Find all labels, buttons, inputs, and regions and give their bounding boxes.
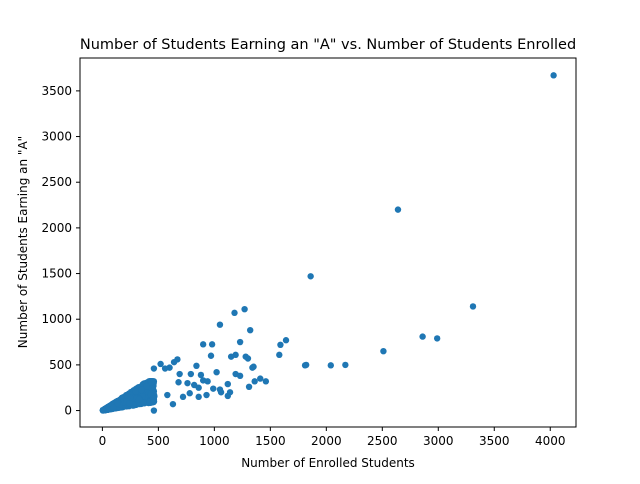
cluster-point bbox=[126, 400, 133, 407]
data-point bbox=[195, 393, 202, 401]
data-point bbox=[204, 378, 211, 385]
data-point bbox=[246, 326, 254, 334]
cluster-point bbox=[114, 399, 121, 407]
x-axis-label: Number of Enrolled Students bbox=[241, 456, 415, 470]
data-point bbox=[193, 362, 200, 369]
x-tick-label: 3000 bbox=[423, 434, 454, 448]
data-point bbox=[301, 362, 309, 369]
x-tick-label: 2500 bbox=[367, 434, 398, 448]
data-point bbox=[224, 380, 231, 388]
data-point bbox=[262, 378, 270, 385]
data-point bbox=[161, 365, 169, 372]
data-point bbox=[169, 400, 177, 408]
data-point bbox=[550, 72, 557, 79]
data-point bbox=[277, 341, 284, 348]
data-point bbox=[179, 393, 187, 401]
y-tick-label: 0 bbox=[64, 404, 72, 418]
data-point bbox=[244, 355, 252, 362]
cluster-point bbox=[135, 396, 143, 403]
data-point bbox=[380, 347, 387, 355]
data-point bbox=[394, 206, 402, 213]
data-point bbox=[217, 389, 225, 396]
data-point bbox=[419, 333, 426, 340]
cluster-point bbox=[140, 399, 147, 407]
x-tick-label: 2000 bbox=[311, 434, 342, 448]
y-tick-label: 2000 bbox=[41, 221, 72, 235]
y-tick-label: 500 bbox=[49, 358, 72, 372]
data-point bbox=[170, 358, 178, 366]
data-point bbox=[157, 360, 164, 368]
y-tick-label: 1500 bbox=[41, 267, 72, 281]
data-point bbox=[176, 370, 183, 378]
x-tick-label: 4000 bbox=[535, 434, 566, 448]
data-point bbox=[245, 383, 253, 391]
data-point bbox=[184, 379, 191, 387]
marks-layer bbox=[99, 72, 557, 414]
y-axis-label: Number of Students Earning an "A" bbox=[16, 136, 30, 348]
data-point bbox=[224, 392, 231, 400]
data-point bbox=[150, 365, 158, 372]
cluster-point bbox=[143, 383, 150, 390]
x-tick-label: 1500 bbox=[255, 434, 286, 448]
data-point bbox=[327, 362, 334, 369]
y-axis-ticks: 0 500 1000 1500 2000 2500 3000 3500 bbox=[41, 84, 80, 418]
plot-frame bbox=[79, 57, 577, 428]
data-point bbox=[216, 321, 224, 328]
data-point bbox=[227, 353, 235, 360]
y-tick-label: 1000 bbox=[41, 312, 72, 326]
data-point bbox=[342, 361, 349, 369]
cluster-point bbox=[148, 378, 155, 386]
data-point bbox=[276, 351, 283, 359]
data-point bbox=[210, 385, 217, 392]
data-point bbox=[231, 309, 238, 317]
chart-title: Number of Students Earning an "A" vs. Nu… bbox=[80, 37, 576, 53]
data-point bbox=[236, 372, 244, 380]
data-point bbox=[257, 375, 264, 382]
data-point bbox=[208, 341, 216, 348]
data-point bbox=[187, 370, 195, 378]
x-tick-label: 3500 bbox=[479, 434, 510, 448]
data-point bbox=[433, 335, 441, 342]
x-axis-ticks: 0 500 1000 1500 2000 2500 3000 3500 4000 bbox=[99, 427, 566, 448]
data-point bbox=[150, 407, 158, 414]
x-tick-label: 1000 bbox=[199, 434, 230, 448]
x-tick-label: 0 bbox=[99, 434, 107, 448]
x-tick-label: 500 bbox=[147, 434, 170, 448]
y-tick-label: 2500 bbox=[41, 175, 72, 189]
data-point bbox=[241, 305, 248, 313]
data-point bbox=[213, 369, 220, 376]
data-point bbox=[236, 338, 244, 346]
cluster-point bbox=[109, 404, 117, 412]
data-point bbox=[195, 384, 202, 391]
data-point bbox=[251, 378, 258, 385]
data-point bbox=[186, 390, 193, 397]
cluster-point bbox=[132, 388, 139, 395]
data-point bbox=[199, 341, 207, 348]
data-point bbox=[249, 364, 256, 371]
cluster-point bbox=[150, 398, 157, 406]
y-tick-label: 3500 bbox=[41, 84, 72, 98]
data-point bbox=[164, 391, 171, 399]
cluster-point bbox=[138, 386, 145, 394]
data-point bbox=[307, 273, 314, 280]
data-point bbox=[207, 352, 215, 359]
data-point bbox=[469, 303, 477, 310]
data-point bbox=[175, 379, 182, 386]
data-point bbox=[203, 391, 210, 399]
y-tick-label: 3000 bbox=[41, 130, 72, 144]
data-point bbox=[282, 337, 290, 344]
cluster-point bbox=[100, 407, 107, 414]
data-point bbox=[197, 371, 205, 379]
cluster-point bbox=[104, 406, 112, 413]
